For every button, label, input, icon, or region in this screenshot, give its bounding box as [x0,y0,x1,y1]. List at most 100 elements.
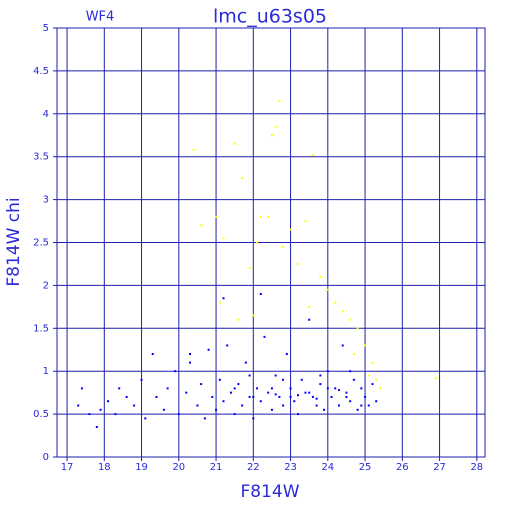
point [237,383,240,386]
point [151,353,154,356]
point [133,404,136,407]
point [349,400,352,403]
point [319,383,322,386]
point [203,417,206,420]
point [349,370,352,373]
point [282,404,285,407]
point [289,395,292,398]
point [282,245,285,248]
point [371,361,374,364]
point [308,305,311,308]
point [274,374,277,377]
point [80,387,83,390]
point [207,348,210,351]
y-tick-label: 4.5 [33,66,49,77]
point [196,404,199,407]
x-tick-label: 21 [210,462,223,473]
point [341,310,344,313]
point [270,134,273,137]
point [297,413,300,416]
point [323,408,326,411]
point [188,353,191,356]
x-tick-label: 17 [61,462,74,473]
point [222,400,225,403]
point [107,400,110,403]
point [300,378,303,381]
y-tick-label: 3.5 [33,152,49,163]
point [166,387,169,390]
y-tick-label: 4 [43,109,49,120]
point [378,387,381,390]
point [345,395,348,398]
point [185,391,188,394]
point [267,391,270,394]
point [256,241,259,244]
point [297,394,300,397]
point [118,387,121,390]
point [360,387,363,390]
point [308,318,311,321]
point [319,275,322,278]
point [248,395,251,398]
point [371,383,374,386]
point [375,378,378,381]
points [77,99,437,428]
point [364,344,367,347]
point [311,395,314,398]
point [259,292,262,295]
y-tick-label: 2 [43,280,49,291]
point [289,387,292,390]
point [192,148,195,151]
point [311,153,314,156]
y-tick-label: 1.5 [33,323,49,334]
point [174,370,177,373]
point [99,408,102,411]
point [259,400,262,403]
point [211,395,214,398]
x-tick-label: 18 [98,462,111,473]
x-tick-label: 19 [135,462,148,473]
point [252,314,255,317]
point [326,370,329,373]
point [270,408,273,411]
point [218,378,221,381]
point [162,408,165,411]
point [278,395,281,398]
y-tick-label: 0.5 [33,409,49,420]
x-tick-label: 20 [172,462,185,473]
point [226,344,229,347]
point [77,404,80,407]
point [289,228,292,231]
point [222,237,225,240]
point [233,387,236,390]
point [352,378,355,381]
point [345,391,348,394]
point [88,413,91,416]
point [237,318,240,321]
x-tick-label: 23 [284,462,297,473]
point [285,353,288,356]
point [95,425,98,428]
point [222,297,225,300]
point [367,404,370,407]
x-axis-label: F814W [240,482,299,502]
point [200,224,203,227]
x-tick-label: 25 [359,462,372,473]
point [248,267,251,270]
point [252,395,255,398]
point [259,215,262,218]
point [263,335,266,338]
point [297,262,300,265]
point [304,391,307,394]
point [270,387,273,390]
point [293,400,296,403]
point [177,413,180,416]
point [364,395,367,398]
point [334,301,337,304]
point [140,378,143,381]
chip-label: WF4 [86,10,115,25]
y-tick-label: 3 [43,195,49,206]
point [248,374,251,377]
x-tick-label: 26 [396,462,409,473]
